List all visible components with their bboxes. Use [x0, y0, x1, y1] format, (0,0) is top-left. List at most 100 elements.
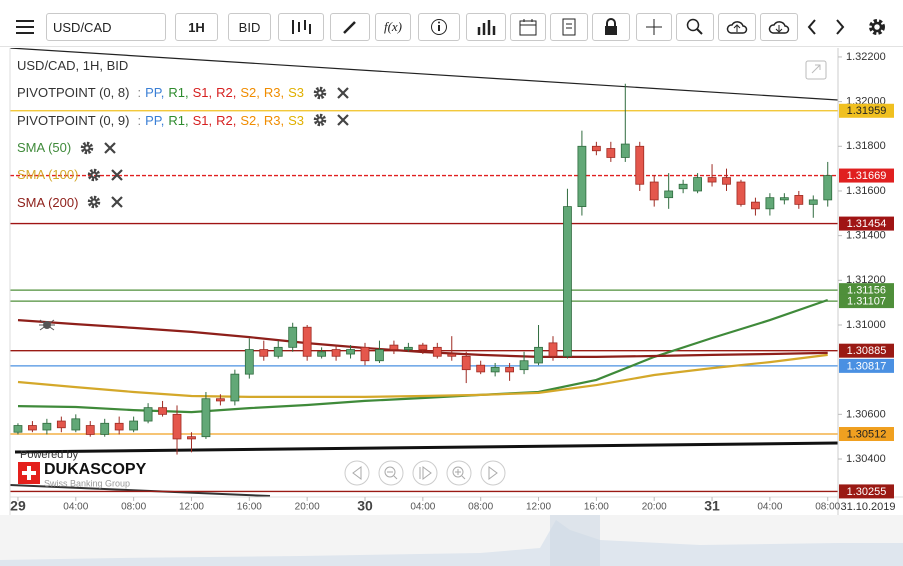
candle-body [389, 344, 399, 350]
navigator-area [0, 520, 903, 566]
crosshair-button[interactable] [636, 13, 672, 41]
candle-body [375, 349, 384, 362]
settings-icon[interactable] [79, 140, 95, 156]
volume-button[interactable] [466, 13, 506, 41]
nav-zoom-in[interactable] [446, 460, 472, 486]
pivot-legend-row: PIVOTPOINT (0, 8): PP, R1, S1, R2, S2, R3, S3 [17, 79, 350, 106]
menu-button[interactable] [8, 13, 42, 41]
candle-body [158, 407, 167, 415]
x-tick-label: 04:00 [410, 502, 435, 513]
candle-body [418, 344, 428, 350]
legend-title-row: USD/CAD, 1H, BID [17, 52, 350, 79]
x-tick-label: 29 [10, 498, 26, 514]
nav-zoom-out[interactable] [378, 460, 404, 486]
y-tick-label: 1.30600 [846, 408, 886, 420]
nav-right[interactable] [480, 460, 506, 486]
sma-legend-row: SMA (50) [17, 134, 350, 161]
nav-left[interactable] [344, 460, 370, 486]
download-button[interactable] [760, 13, 798, 41]
candle-body [259, 349, 269, 357]
side-select[interactable]: BID [228, 13, 271, 41]
brand-name: DUKASCOPY [44, 461, 147, 478]
calendar-button[interactable] [510, 13, 546, 41]
sma-legend-row: SMA (200) [17, 188, 350, 215]
x-tick-label: 20:00 [295, 502, 320, 513]
legend-entry: SMA (50) [17, 140, 72, 156]
pivot-level: S1, [192, 85, 213, 101]
x-tick-label: 08:00 [815, 502, 840, 513]
powered-by: Powered by [20, 449, 79, 461]
timeframe: 1H [188, 19, 205, 35]
settings-icon[interactable] [312, 85, 328, 101]
navigator-range [550, 515, 600, 566]
price-tag [839, 427, 894, 442]
remove-icon[interactable] [336, 86, 350, 100]
sma-line [17, 298, 829, 414]
y-tick-label: 1.31800 [846, 140, 886, 152]
candle-body [114, 422, 124, 431]
x-tick-label: 04:00 [757, 502, 782, 513]
candle-body [707, 177, 717, 183]
upload-button[interactable] [718, 13, 756, 41]
indicators-button[interactable]: f(x) [375, 13, 411, 41]
candle-body [288, 326, 298, 348]
popout-icon[interactable] [805, 60, 827, 80]
sma-legend-row: SMA (100) [17, 161, 350, 188]
zoom-button[interactable] [676, 13, 714, 41]
sma-line [17, 353, 828, 398]
price-tag [839, 343, 894, 358]
candle-body [317, 351, 327, 357]
remove-icon[interactable] [110, 195, 124, 209]
candle-body [42, 422, 52, 431]
settings-icon[interactable] [312, 112, 328, 128]
scroll-left[interactable] [800, 13, 824, 41]
candle-body [461, 355, 471, 371]
price-tag-label: 1.30885 [847, 345, 887, 357]
candle-body [505, 367, 515, 373]
candle-body [794, 195, 804, 205]
candle-body [215, 398, 225, 402]
legend: USD/CAD, 1H, BID PIVOTPOINT (0, 8): PP, R1… [17, 52, 350, 216]
remove-icon[interactable] [103, 141, 117, 155]
pivot-prefix: : [137, 112, 142, 128]
nav-reset[interactable] [412, 460, 438, 486]
settings-icon[interactable] [86, 194, 102, 210]
info-button[interactable] [418, 13, 460, 41]
candle-body [71, 418, 81, 431]
symbol-select[interactable]: USD/CAD [46, 13, 166, 41]
branding: Powered by DUKASCOPY Swiss Banking Group [18, 449, 147, 488]
candle-body [302, 326, 312, 357]
price-tag [839, 103, 894, 118]
settings-button[interactable] [862, 13, 892, 41]
trendline [10, 484, 271, 497]
scroll-right[interactable] [828, 13, 852, 41]
candle-body [519, 360, 529, 371]
y-tick-label: 1.30400 [846, 453, 886, 465]
candle-body [447, 353, 457, 357]
pivot-name: PIVOTPOINT (0, 9) [17, 112, 130, 128]
price-tag-label: 1.31454 [847, 218, 887, 230]
instrument-title: USD/CAD, 1H, BID [17, 58, 129, 74]
y-tick-label: 1.31400 [846, 230, 886, 242]
trendline [10, 48, 838, 101]
timeframe-select[interactable]: 1H [175, 13, 218, 41]
chart-type-button[interactable] [278, 13, 324, 41]
candle-body [678, 183, 688, 190]
lock-button[interactable] [592, 13, 630, 41]
report-button[interactable] [550, 13, 588, 41]
remove-icon[interactable] [336, 113, 350, 127]
legend-entry: SMA (100) [17, 167, 79, 183]
remove-icon[interactable] [110, 168, 124, 182]
pivot-level: R1, [168, 112, 189, 128]
x-tick-label: 30 [357, 498, 373, 514]
candle-body [28, 425, 37, 431]
price-tag [839, 294, 894, 309]
candle-body [736, 181, 746, 205]
y-tick-label: 1.32200 [846, 51, 886, 63]
candle-body [273, 346, 283, 357]
settings-icon[interactable] [86, 167, 102, 183]
draw-button[interactable] [330, 13, 370, 41]
candle-body [577, 145, 587, 208]
candle-body [85, 425, 95, 435]
